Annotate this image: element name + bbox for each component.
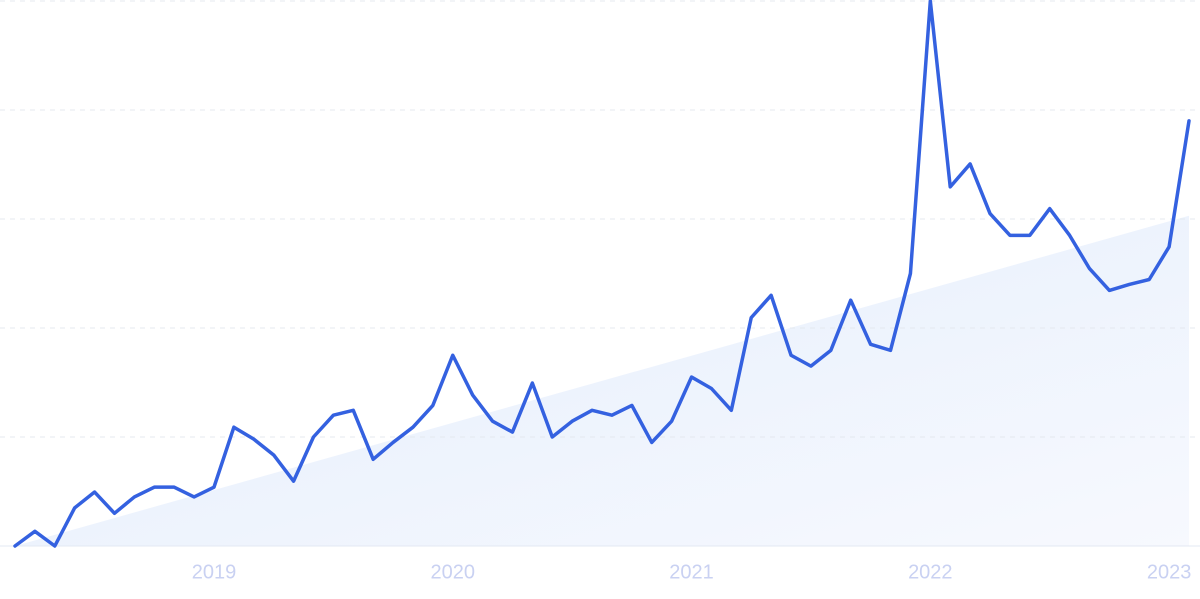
trend-area	[15, 215, 1189, 547]
x-tick-label: 2021	[669, 561, 714, 583]
x-tick-label: 2019	[192, 561, 237, 583]
x-tick-label: 2020	[431, 561, 476, 583]
trend-line	[13, 0, 1191, 548]
x-tick-label: 2022	[908, 561, 953, 583]
x-tick-label: 2023	[1147, 561, 1192, 583]
